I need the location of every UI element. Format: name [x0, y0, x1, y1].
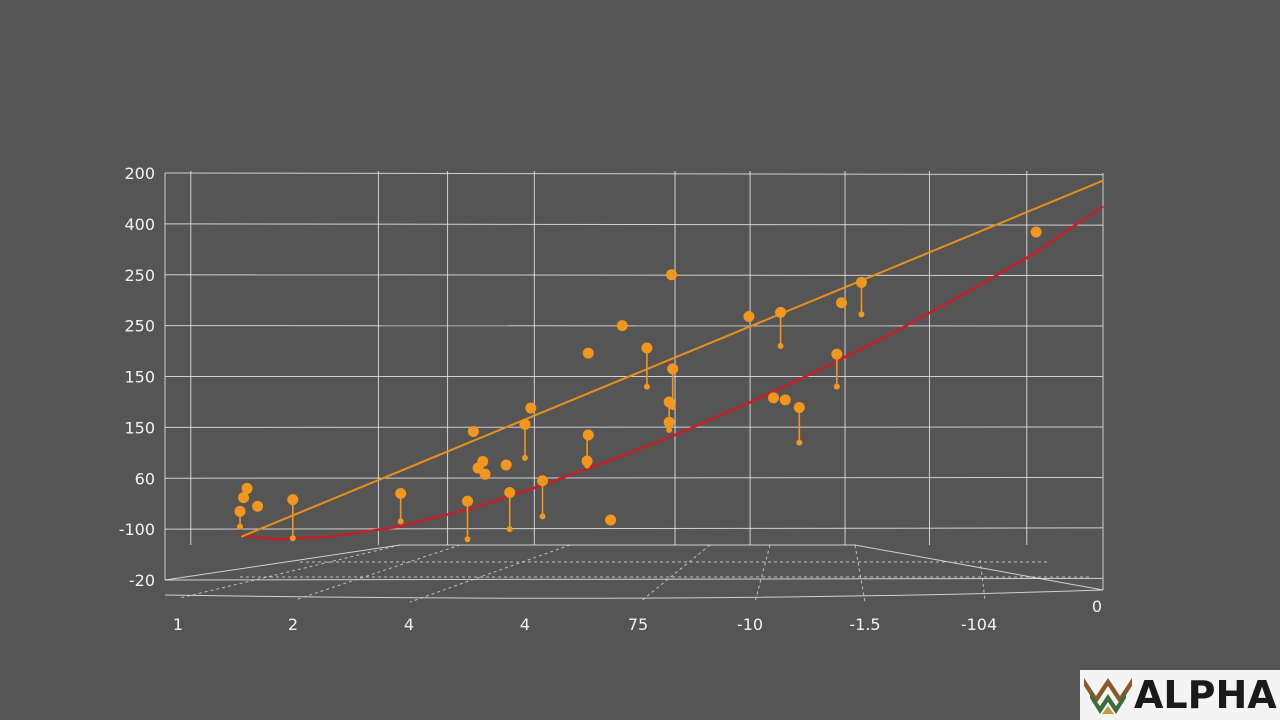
data-point [768, 392, 780, 404]
data-point [479, 468, 491, 480]
stem-end-dot [539, 513, 546, 520]
data-point [504, 486, 516, 498]
data-point [395, 488, 407, 500]
data-point [252, 500, 264, 512]
stem-end-dot [796, 439, 803, 446]
data-point [582, 347, 594, 359]
data-point [667, 363, 679, 375]
x-tick-label: 2 [288, 615, 298, 634]
alpha-logo: ALPHA [1080, 670, 1280, 720]
x-tick-label: 4 [520, 615, 530, 634]
data-point [831, 348, 843, 360]
x-tick-label: 1 [173, 615, 183, 634]
data-point [616, 320, 628, 332]
data-point [1030, 226, 1042, 238]
data-point [663, 416, 675, 428]
stem-end-dot [237, 523, 244, 530]
data-point [525, 402, 537, 414]
data-point [743, 310, 755, 322]
y-tick-label: -20 [129, 571, 155, 590]
stem-end-dot [833, 383, 840, 390]
stem-end-dot [397, 518, 404, 525]
data-point [519, 418, 531, 430]
alpha-logo-emblem-icon [1084, 678, 1132, 714]
y-tick-label: 200 [124, 164, 155, 183]
x-axis-tick-labels: 1 2 4 4 75 -10 -1.5 -104 0 [173, 597, 1102, 634]
y-tick-label: -100 [119, 520, 155, 539]
y-tick-label: 150 [124, 368, 155, 387]
x-tick-label: -1.5 [849, 615, 880, 634]
data-point [836, 297, 848, 309]
red-trend-curve [238, 205, 1104, 541]
data-point [775, 306, 787, 318]
data-point [855, 276, 867, 288]
stem-end-dot [777, 342, 784, 349]
stem-end-dot [858, 311, 865, 318]
data-point [581, 455, 593, 467]
y-tick-label: 60 [135, 469, 155, 488]
data-point [666, 269, 678, 281]
stem-end-dot [464, 536, 471, 543]
x-tick-label: 4 [404, 615, 414, 634]
data-point [462, 495, 474, 507]
y-axis-tick-labels: 200 400 250 250 150 150 60 -100 -20 [119, 164, 155, 590]
x-tick-label: 75 [628, 615, 648, 634]
stem-end-dot [506, 526, 513, 533]
x-tick-label: -104 [961, 615, 997, 634]
data-point [605, 514, 617, 526]
stem-end-dot [521, 454, 528, 461]
stem-end-dot [289, 535, 296, 542]
y-tick-label: 400 [124, 215, 155, 234]
data-point [779, 394, 791, 406]
data-point [241, 482, 253, 494]
y-tick-label: 250 [124, 317, 155, 336]
x-tick-label: -10 [737, 615, 763, 634]
x-tick-label: 0 [1092, 597, 1102, 616]
chart-series [234, 179, 1104, 543]
y-tick-label: 150 [124, 418, 155, 437]
data-point [641, 342, 653, 354]
data-point [582, 429, 594, 441]
data-point [287, 494, 299, 506]
data-point [238, 492, 250, 504]
y-tick-label: 250 [124, 266, 155, 285]
data-point [500, 459, 512, 471]
data-point [467, 425, 479, 437]
stem-end-dot [643, 383, 650, 390]
data-point [477, 455, 489, 467]
orange-fit-line [240, 179, 1104, 538]
stem-end-dot [666, 426, 673, 433]
data-point [793, 402, 805, 414]
data-point [537, 475, 549, 487]
data-point [234, 505, 246, 517]
alpha-logo-wordmark: ALPHA [1134, 673, 1277, 717]
data-point [663, 396, 675, 408]
